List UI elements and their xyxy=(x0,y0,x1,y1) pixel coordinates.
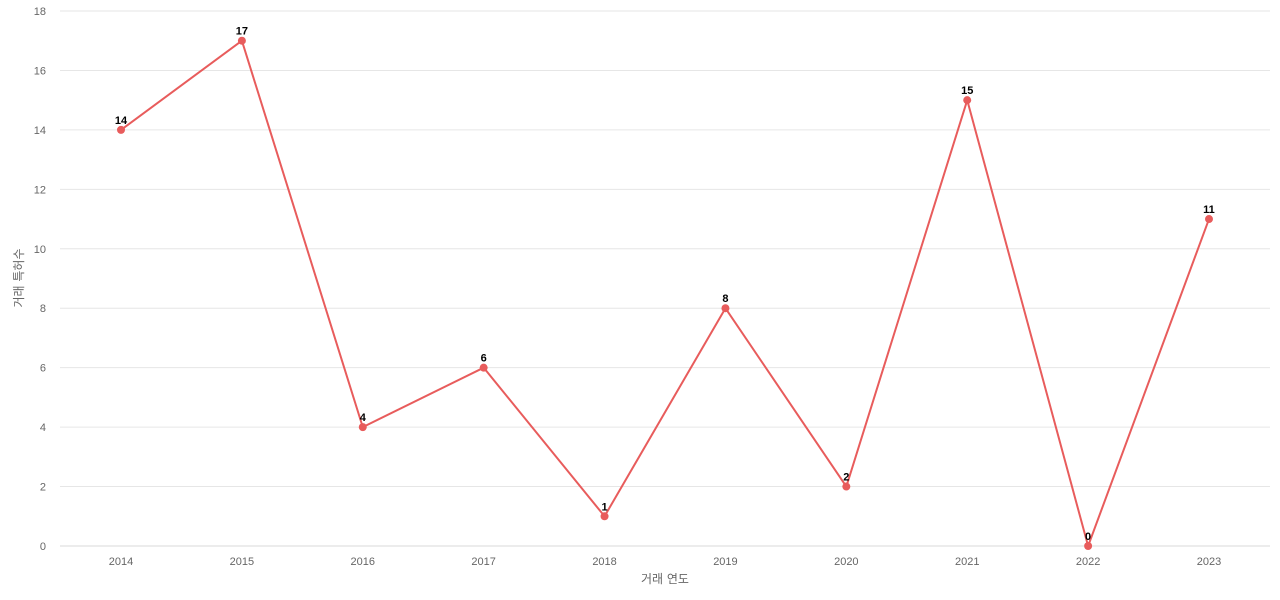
x-tick-label: 2023 xyxy=(1197,556,1221,568)
data-label-2017: 6 xyxy=(481,353,487,365)
data-label-2016: 4 xyxy=(360,412,367,424)
y-tick-label: 2 xyxy=(40,482,46,494)
y-tick-label: 4 xyxy=(40,422,46,434)
x-tick-label: 2020 xyxy=(834,556,858,568)
series-lines xyxy=(120,39,1210,547)
data-point-2015[interactable] xyxy=(237,36,246,45)
data-label-2023: 11 xyxy=(1203,204,1215,216)
x-tick-label: 2019 xyxy=(713,556,737,568)
data-point-2019[interactable] xyxy=(721,304,730,313)
y-tick-label: 18 xyxy=(34,6,46,18)
grid-lines xyxy=(60,10,1270,488)
y-tick-label: 8 xyxy=(40,303,46,315)
y-tick-label: 12 xyxy=(34,184,46,196)
x-tick-label: 2022 xyxy=(1076,556,1100,568)
y-axis-ticks: 0 2 4 6 8 10 12 14 16 18 xyxy=(34,6,46,553)
data-point-2020[interactable] xyxy=(842,482,851,491)
data-point-2014[interactable] xyxy=(117,125,125,134)
y-tick-label: 6 xyxy=(40,363,46,375)
x-axis-ticks: 2014 2015 2016 2017 2018 2019 2020 2021 2022 2023 xyxy=(109,556,1221,568)
x-tick-label: 2021 xyxy=(955,556,979,568)
y-axis-title: 거래 특허수 xyxy=(12,248,26,307)
data-label-2022: 0 xyxy=(1085,531,1091,543)
data-point-2018[interactable] xyxy=(600,512,609,521)
data-points xyxy=(117,36,1213,550)
data-point-2022[interactable] xyxy=(1084,542,1093,550)
y-tick-label: 0 xyxy=(40,541,46,553)
data-point-2021[interactable] xyxy=(963,96,972,105)
x-tick-label: 2016 xyxy=(351,556,375,568)
x-tick-label: 2015 xyxy=(230,556,254,568)
x-axis-title: 거래 연도 xyxy=(641,572,689,586)
data-label-2018: 1 xyxy=(601,501,607,513)
y-tick-label: 10 xyxy=(34,244,46,256)
x-tick-label: 2017 xyxy=(471,556,495,568)
data-point-2023[interactable] xyxy=(1205,215,1213,224)
x-tick-label: 2018 xyxy=(592,556,616,568)
series-line xyxy=(120,39,1210,547)
data-label-2021: 15 xyxy=(961,85,973,97)
data-labels: 14 17 4 6 1 8 2 15 0 11 xyxy=(115,26,1215,543)
y-tick-label: 14 xyxy=(34,125,46,137)
data-label-2019: 8 xyxy=(722,293,728,305)
x-tick-label: 2014 xyxy=(109,556,133,568)
data-label-2014: 14 xyxy=(115,115,128,127)
data-label-2020: 2 xyxy=(843,472,849,484)
data-point-2017[interactable] xyxy=(479,363,488,372)
y-tick-label: 16 xyxy=(34,65,46,77)
data-label-2015: 17 xyxy=(236,26,248,38)
data-point-2016[interactable] xyxy=(358,423,367,432)
